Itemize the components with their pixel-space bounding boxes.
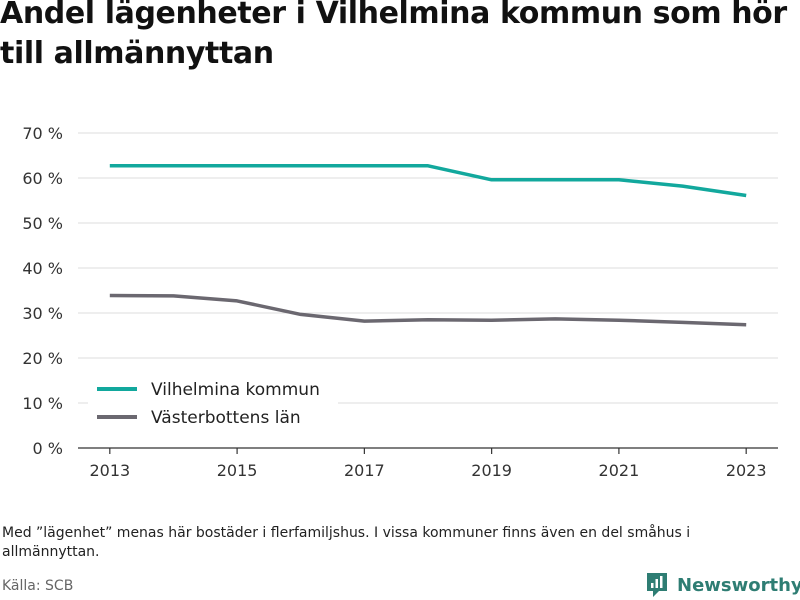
legend-label: Västerbottens län	[151, 408, 301, 428]
series-line-2	[109, 293, 747, 327]
y-tick-label: 60 %	[22, 169, 63, 188]
chart-title: Andel lägenheter i Vilhelmina kommun som…	[0, 0, 787, 71]
y-tick-label: 40 %	[22, 259, 63, 278]
chart-note: Med ”lägenhet” menas här bostäder i fler…	[2, 525, 691, 560]
legend-label: Vilhelmina kommun	[151, 380, 320, 400]
y-tick-label: 50 %	[22, 214, 63, 233]
x-tick-label: 2021	[599, 461, 640, 480]
newsworthy-logo-icon	[647, 573, 667, 597]
source-label: Källa: SCB	[2, 578, 74, 594]
y-tick-label: 0 %	[33, 439, 63, 458]
series-line-1	[109, 164, 747, 198]
x-tick-label: 2023	[726, 461, 767, 480]
y-tick-label: 20 %	[22, 349, 63, 368]
x-tick-label: 2017	[344, 461, 385, 480]
y-tick-label: 10 %	[22, 394, 63, 413]
brand-logo[interactable]: Newsworthy	[645, 571, 800, 599]
y-tick-label: 70 %	[22, 124, 63, 143]
x-tick-label: 2015	[217, 461, 258, 480]
y-tick-label: 30 %	[22, 304, 63, 323]
legend-background	[88, 374, 338, 434]
x-tick-label: 2013	[89, 461, 130, 480]
brand-name: Newsworthy	[677, 574, 800, 596]
line-chart: 0 % 10 % 20 % 30 % 40 % 50 % 60 % 70 % 2013 2015 2…	[22, 124, 778, 480]
x-tick-label: 2019	[471, 461, 512, 480]
